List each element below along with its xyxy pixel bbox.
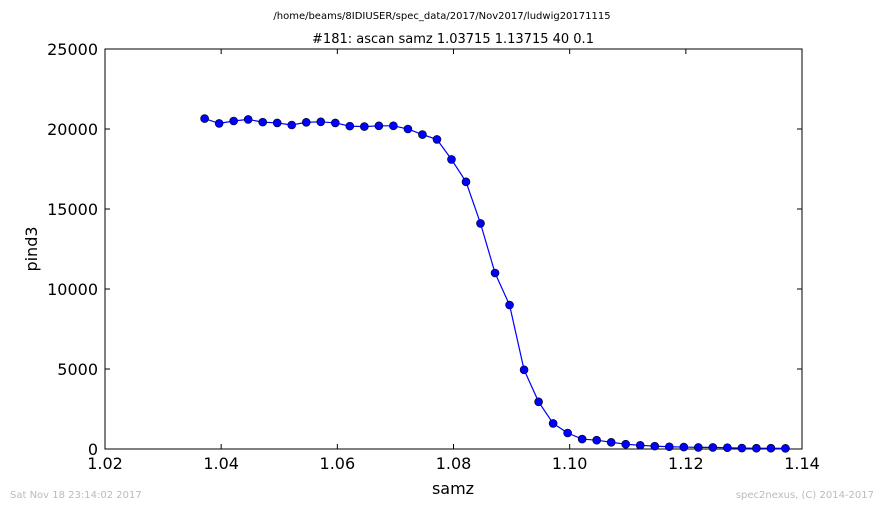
plot-area xyxy=(104,48,803,450)
x-axis-label: samz xyxy=(432,479,474,498)
data-point xyxy=(766,443,776,453)
chart-subtitle: /home/beams/8IDIUSER/spec_data/2017/Nov2… xyxy=(273,11,610,22)
x-tick-label: 1.06 xyxy=(320,454,356,473)
data-point xyxy=(737,443,747,453)
y-tick-label: 10000 xyxy=(47,280,98,299)
data-point xyxy=(345,121,355,131)
data-point xyxy=(229,116,238,126)
x-tick-label: 1.14 xyxy=(784,454,820,473)
data-point xyxy=(694,443,703,452)
x-tick-label: 1.12 xyxy=(668,454,704,473)
data-point xyxy=(403,124,413,134)
footer-credit: spec2nexus, (C) 2014-2017 xyxy=(736,490,874,501)
data-point xyxy=(447,155,456,164)
data-point xyxy=(360,122,369,131)
data-point xyxy=(577,434,587,444)
data-point xyxy=(331,118,340,128)
data-point xyxy=(374,121,384,131)
data-point xyxy=(258,117,267,127)
data-point xyxy=(534,397,543,407)
data-point xyxy=(214,119,224,128)
series-layer xyxy=(200,114,790,453)
data-point xyxy=(592,435,601,445)
data-point xyxy=(316,117,326,127)
data-point xyxy=(287,120,297,130)
data-point xyxy=(548,419,558,428)
data-point xyxy=(389,121,398,131)
y-axis-label: pind3 xyxy=(22,226,41,271)
x-tick-label: 1.04 xyxy=(203,454,239,473)
data-point xyxy=(563,428,572,438)
data-point xyxy=(418,130,427,139)
data-point xyxy=(490,268,500,278)
data-point xyxy=(432,135,442,144)
data-point xyxy=(272,118,282,128)
y-tick-label: 5000 xyxy=(57,360,98,379)
y-tick-label: 20000 xyxy=(47,120,98,139)
y-tick-label: 0 xyxy=(88,440,98,459)
data-point xyxy=(621,439,631,449)
chart-title: #181: ascan samz 1.03715 1.13715 40 0.1 xyxy=(312,32,594,47)
data-point xyxy=(200,114,209,123)
x-tick-label: 1.08 xyxy=(436,454,472,473)
data-point xyxy=(461,177,471,187)
data-point xyxy=(650,441,660,451)
data-point xyxy=(679,442,689,452)
data-point xyxy=(301,117,311,127)
data-point xyxy=(752,443,761,453)
footer-timestamp: Sat Nov 18 23:14:02 2017 xyxy=(10,490,142,501)
x-tick-label: 1.10 xyxy=(552,454,588,473)
data-point xyxy=(708,443,718,452)
data-point xyxy=(476,219,485,228)
data-point xyxy=(664,442,674,452)
data-point xyxy=(781,444,790,453)
data-point xyxy=(635,441,645,450)
data-point xyxy=(519,365,529,375)
ticks-layer: 1.02 1.04 1.06 1.08 1.10 1.12 1.14 0 5000 10000 15… xyxy=(47,40,820,473)
data-point xyxy=(606,437,616,447)
data-point xyxy=(505,300,514,310)
x-tick-label: 1.02 xyxy=(87,454,123,473)
data-point xyxy=(723,443,732,453)
y-tick-label: 15000 xyxy=(47,200,98,219)
y-tick-label: 25000 xyxy=(47,40,98,59)
data-point xyxy=(243,115,253,124)
